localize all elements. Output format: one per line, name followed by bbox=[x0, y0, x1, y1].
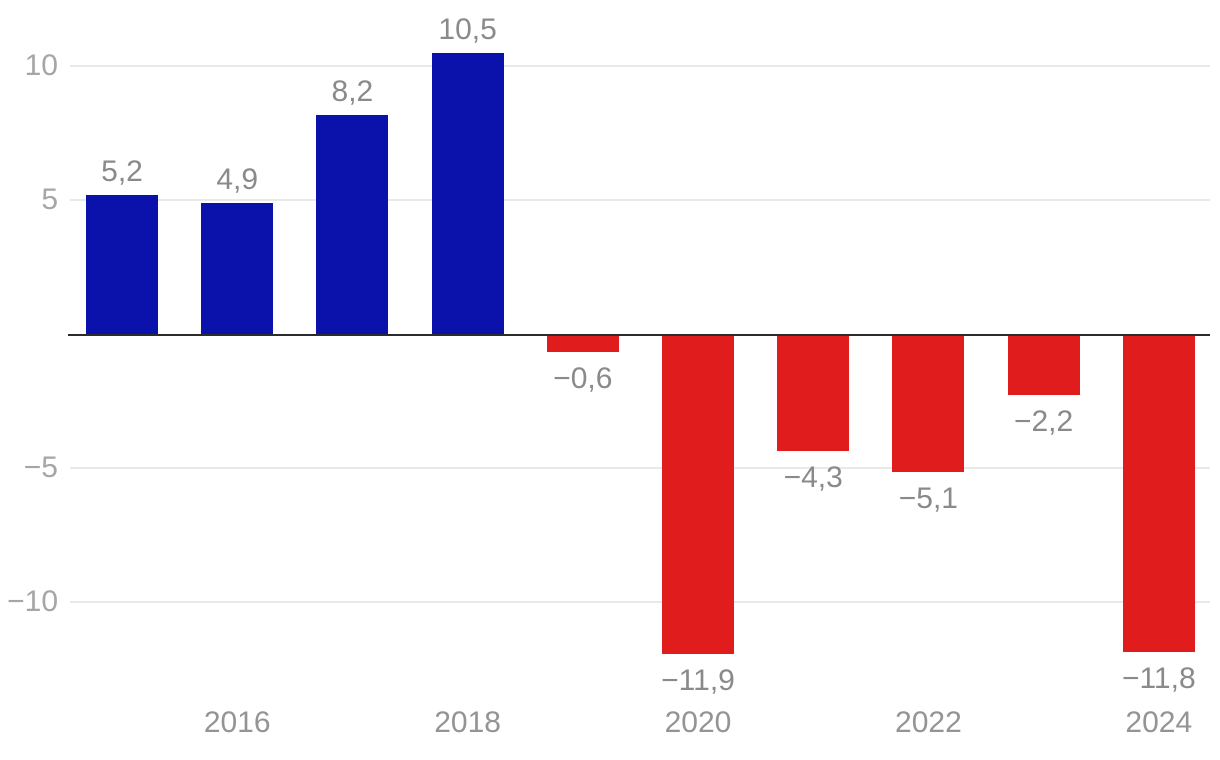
x-axis-tick-label-2020: 2020 bbox=[664, 706, 732, 739]
bar-2017[interactable] bbox=[316, 114, 389, 334]
bar-value-label-2022: −5,1 bbox=[898, 482, 958, 516]
bar-value-label-2017: 8,2 bbox=[331, 74, 374, 108]
bar-2018[interactable] bbox=[431, 53, 504, 334]
bar-value-label-2023: −2,2 bbox=[1013, 404, 1074, 438]
y-axis-tick-label--10: −10 bbox=[7, 584, 58, 618]
bar-value-label-2019: −0,6 bbox=[553, 362, 613, 396]
bar-value-label-2020: −11,9 bbox=[661, 664, 735, 698]
bar-2024[interactable] bbox=[1122, 336, 1195, 652]
bar-value-label-2024: −11,8 bbox=[1121, 661, 1196, 695]
x-axis-zero-line bbox=[68, 334, 1210, 336]
bar-2016[interactable] bbox=[201, 202, 274, 334]
x-axis-tick-label-2024: 2024 bbox=[1125, 706, 1193, 739]
bar-value-label-2018: 10,5 bbox=[438, 13, 497, 47]
bar-2020[interactable] bbox=[662, 336, 734, 655]
bar-2019[interactable] bbox=[546, 336, 619, 353]
bar-value-label-2015: 5,2 bbox=[101, 154, 143, 188]
bar-2015[interactable] bbox=[86, 194, 158, 334]
x-axis-tick-label-2022: 2022 bbox=[895, 706, 962, 739]
gridline-5 bbox=[70, 199, 1210, 202]
bar-2022[interactable] bbox=[892, 336, 965, 473]
gridline--5 bbox=[70, 466, 1210, 469]
gridline--10 bbox=[70, 600, 1210, 603]
bar-2021[interactable] bbox=[777, 336, 850, 452]
bar-2023[interactable] bbox=[1007, 336, 1080, 395]
x-axis-tick-label-2016: 2016 bbox=[203, 706, 271, 739]
bar-value-label-2016: 4,9 bbox=[216, 162, 259, 196]
x-axis-tick-label-2018: 2018 bbox=[434, 706, 501, 739]
y-axis-tick-label--5: −5 bbox=[23, 450, 58, 484]
bar-value-label-2021: −4,3 bbox=[783, 461, 843, 495]
gridline-10 bbox=[70, 65, 1210, 68]
y-axis-tick-label-5: 5 bbox=[41, 183, 58, 217]
y-axis-tick-label-10: 10 bbox=[24, 49, 58, 83]
